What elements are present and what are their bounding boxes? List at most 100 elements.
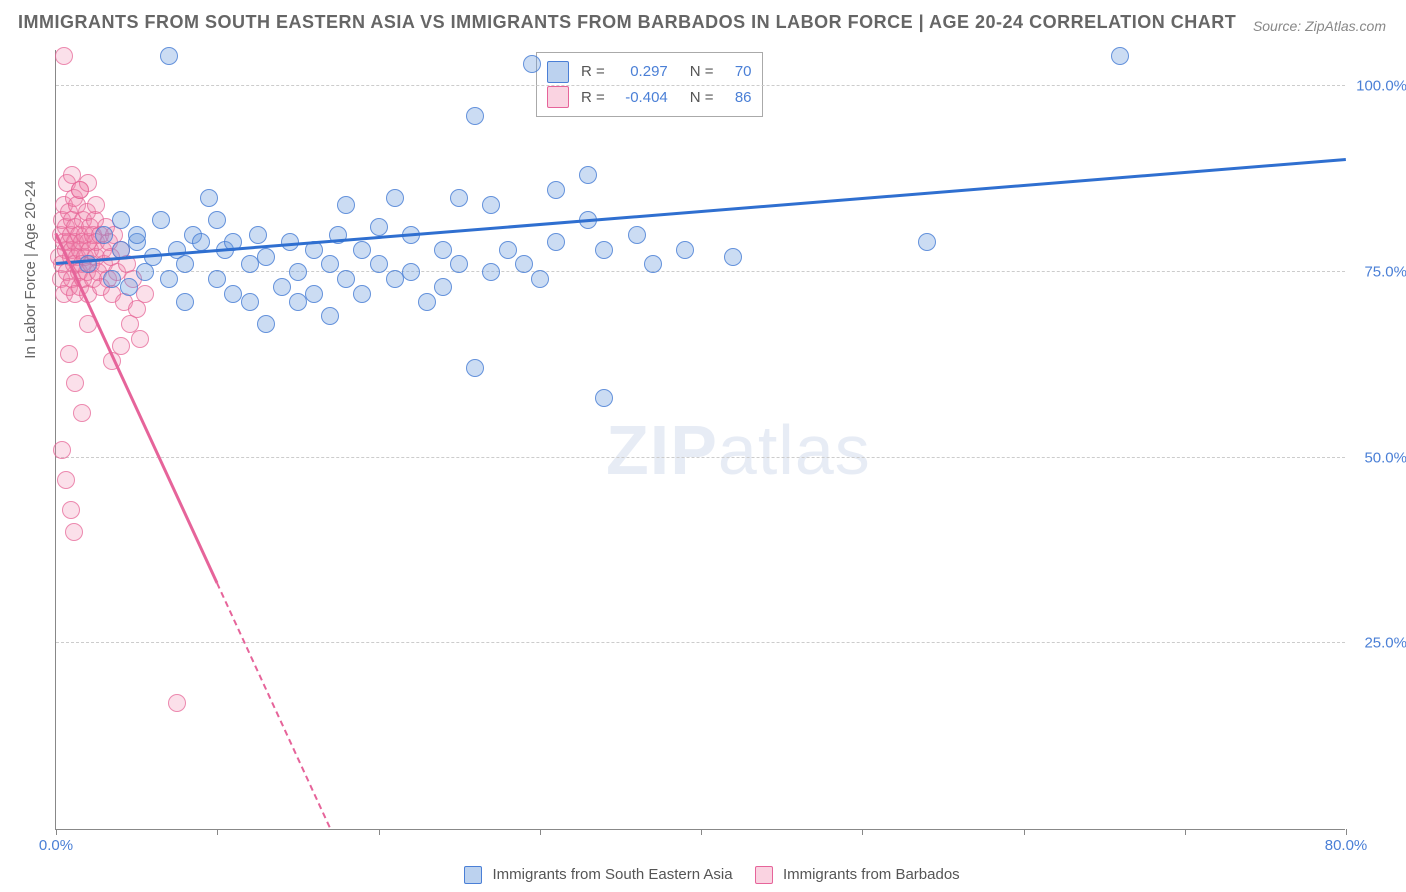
data-point — [466, 359, 484, 377]
data-point — [321, 255, 339, 273]
data-point — [434, 278, 452, 296]
legend-row-pink: R = -0.404 N = 86 — [547, 85, 752, 111]
n-value-blue: 70 — [722, 59, 752, 85]
gridline — [56, 85, 1345, 86]
data-point — [200, 189, 218, 207]
data-point — [1111, 47, 1129, 65]
data-point — [289, 263, 307, 281]
data-point — [152, 211, 170, 229]
data-point — [418, 293, 436, 311]
data-point — [628, 226, 646, 244]
data-point — [353, 285, 371, 303]
data-point — [160, 270, 178, 288]
data-point — [131, 330, 149, 348]
x-tick — [701, 829, 702, 835]
x-tick — [379, 829, 380, 835]
r-value-pink: -0.404 — [613, 85, 668, 111]
legend-row-blue: R = 0.297 N = 70 — [547, 59, 752, 85]
data-point — [273, 278, 291, 296]
data-point — [57, 471, 75, 489]
data-point — [128, 226, 146, 244]
data-point — [402, 263, 420, 281]
data-point — [595, 389, 613, 407]
data-point — [53, 441, 71, 459]
data-point — [676, 241, 694, 259]
trend-line — [56, 158, 1346, 264]
data-point — [241, 293, 259, 311]
data-point — [208, 270, 226, 288]
series-legend: Immigrants from South Eastern Asia Immig… — [0, 866, 1406, 884]
data-point — [595, 241, 613, 259]
data-point — [370, 255, 388, 273]
r-label: R = — [581, 59, 605, 85]
data-point — [176, 293, 194, 311]
data-point — [724, 248, 742, 266]
y-tick-label: 100.0% — [1356, 78, 1406, 95]
swatch-pink-icon — [755, 866, 773, 884]
y-axis-label: In Labor Force | Age 20-24 — [22, 181, 39, 359]
x-tick — [862, 829, 863, 835]
n-value-pink: 86 — [722, 85, 752, 111]
y-tick-label: 75.0% — [1364, 263, 1406, 280]
data-point — [120, 278, 138, 296]
gridline — [56, 457, 1345, 458]
data-point — [466, 107, 484, 125]
x-tick — [56, 829, 57, 835]
data-point — [579, 166, 597, 184]
data-point — [918, 233, 936, 251]
y-tick-label: 50.0% — [1364, 449, 1406, 466]
data-point — [531, 270, 549, 288]
data-point — [353, 241, 371, 259]
data-point — [112, 211, 130, 229]
plot-area: ZIPatlas R = 0.297 N = 70 R = -0.404 N =… — [55, 50, 1345, 830]
data-point — [55, 47, 73, 65]
data-point — [66, 374, 84, 392]
data-point — [644, 255, 662, 273]
data-point — [79, 174, 97, 192]
data-point — [499, 241, 517, 259]
trend-line-dashed — [216, 583, 331, 829]
data-point — [547, 233, 565, 251]
gridline — [56, 642, 1345, 643]
series-name-pink: Immigrants from Barbados — [783, 866, 960, 883]
data-point — [547, 181, 565, 199]
data-point — [168, 694, 186, 712]
data-point — [176, 255, 194, 273]
data-point — [192, 233, 210, 251]
data-point — [60, 345, 78, 363]
data-point — [112, 337, 130, 355]
data-point — [386, 189, 404, 207]
n-label: N = — [690, 85, 714, 111]
data-point — [87, 196, 105, 214]
x-tick — [540, 829, 541, 835]
data-point — [337, 196, 355, 214]
data-point — [321, 307, 339, 325]
r-label: R = — [581, 85, 605, 111]
x-tick — [1346, 829, 1347, 835]
data-point — [95, 226, 113, 244]
x-tick — [1185, 829, 1186, 835]
data-point — [450, 189, 468, 207]
x-tick — [1024, 829, 1025, 835]
r-value-blue: 0.297 — [613, 59, 668, 85]
data-point — [523, 55, 541, 73]
data-point — [515, 255, 533, 273]
data-point — [482, 263, 500, 281]
n-label: N = — [690, 59, 714, 85]
data-point — [482, 196, 500, 214]
series-name-blue: Immigrants from South Eastern Asia — [492, 866, 732, 883]
chart-title: IMMIGRANTS FROM SOUTH EASTERN ASIA VS IM… — [18, 12, 1236, 33]
data-point — [370, 218, 388, 236]
x-tick-label: 0.0% — [39, 837, 73, 854]
data-point — [257, 315, 275, 333]
source-attribution: Source: ZipAtlas.com — [1253, 18, 1386, 34]
data-point — [208, 211, 226, 229]
data-point — [337, 270, 355, 288]
swatch-pink-icon — [547, 86, 569, 108]
x-tick — [217, 829, 218, 835]
data-point — [62, 501, 80, 519]
data-point — [160, 47, 178, 65]
data-point — [136, 285, 154, 303]
data-point — [305, 285, 323, 303]
y-tick-label: 25.0% — [1364, 635, 1406, 652]
